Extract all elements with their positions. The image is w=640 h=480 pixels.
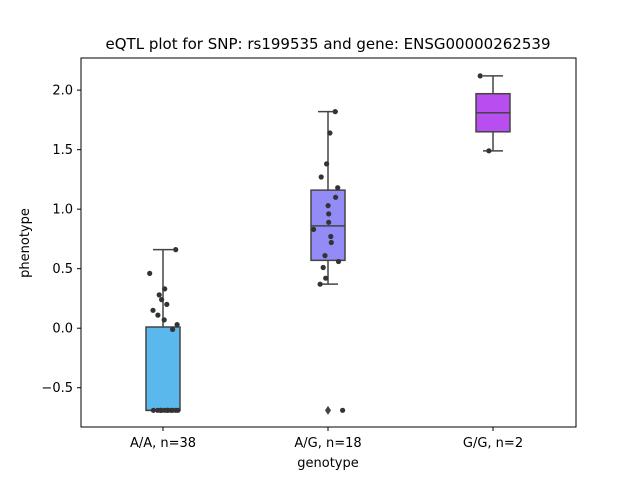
x-axis-label: genotype xyxy=(297,456,358,471)
y-axis-label: phenotype xyxy=(18,208,33,278)
data-point-0-5 xyxy=(164,301,170,307)
data-point-0-22 xyxy=(158,407,164,413)
data-point-0-15 xyxy=(173,407,179,413)
data-point-1-14 xyxy=(320,264,326,271)
data-point-1-11 xyxy=(328,239,334,246)
data-point-1-8 xyxy=(326,219,332,225)
data-point-0-6 xyxy=(150,307,156,313)
data-point-1-12 xyxy=(322,253,328,259)
data-point-1-9 xyxy=(311,226,317,232)
data-point-1-6 xyxy=(325,203,331,209)
data-point-0-11 xyxy=(150,407,156,413)
data-point-0-8 xyxy=(161,317,167,323)
data-point-1-13 xyxy=(335,258,342,265)
y-tick-label-3: 1.0 xyxy=(52,203,73,218)
data-point-0-2 xyxy=(162,286,168,292)
data-point-1-3 xyxy=(318,174,324,180)
x-tick-label-0: A/A, n=38 xyxy=(130,436,196,451)
data-point-1-1 xyxy=(327,130,333,136)
y-tick-label-2: 0.5 xyxy=(52,262,73,277)
data-point-1-2 xyxy=(324,161,330,167)
data-point-0-10 xyxy=(170,326,176,332)
y-tick-label-1: 0.0 xyxy=(52,322,73,337)
y-tick-label-5: 2.0 xyxy=(52,84,73,99)
plot-area: −0.5 0.0 0.5 1.0 1.5 2.0 A/A, n=38 A/G, n=18 G/G… xyxy=(41,57,577,451)
y-tick-label-4: 1.5 xyxy=(52,143,73,158)
data-point-1-17 xyxy=(340,407,346,413)
data-point-0-21 xyxy=(165,407,171,413)
data-point-1-5 xyxy=(333,194,339,200)
box-0-body xyxy=(145,326,181,412)
data-point-2-0 xyxy=(477,73,483,79)
x-tick-label-2: G/G, n=2 xyxy=(463,436,523,451)
data-point-1-15 xyxy=(323,275,329,281)
data-point-0-7 xyxy=(155,312,161,318)
data-point-0-0 xyxy=(173,247,179,253)
data-point-1-16 xyxy=(317,281,323,287)
data-point-1-4 xyxy=(335,185,341,191)
data-point-0-9 xyxy=(174,322,180,328)
data-point-1-7 xyxy=(326,211,332,217)
data-point-0-3 xyxy=(156,292,162,298)
chart-title: eQTL plot for SNP: rs199535 and gene: EN… xyxy=(106,35,551,53)
data-point-0-4 xyxy=(159,297,165,303)
box-1-outlier-0 xyxy=(325,405,331,415)
x-tick-label-1: A/G, n=18 xyxy=(294,436,361,451)
data-point-1-0 xyxy=(332,109,338,115)
data-point-0-1 xyxy=(147,270,153,276)
data-point-2-1 xyxy=(486,148,492,154)
y-tick-label-0: −0.5 xyxy=(41,381,73,396)
data-point-1-10 xyxy=(328,233,334,240)
